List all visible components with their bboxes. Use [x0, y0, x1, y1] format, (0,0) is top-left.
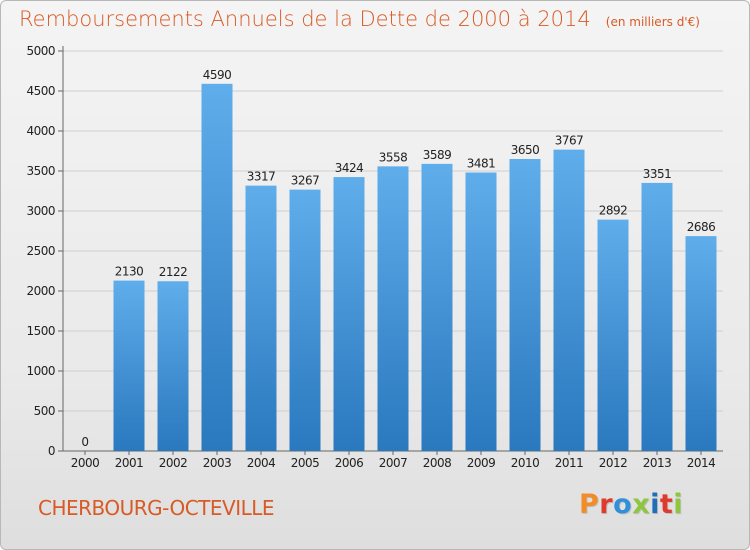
y-tick-label: 4000: [26, 124, 55, 138]
y-tick-label: 5000: [26, 44, 55, 58]
bar: [421, 163, 453, 451]
x-tick-label: 2007: [379, 456, 408, 470]
proxiti-logo: Proxiti: [579, 489, 683, 520]
x-tick-label: 2002: [159, 456, 188, 470]
data-label: 3767: [555, 134, 584, 148]
y-tick-label: 1500: [26, 324, 55, 338]
data-label: 0: [81, 435, 88, 449]
x-tick-label: 2000: [71, 456, 100, 470]
logo-letter: i: [673, 489, 684, 520]
city-name: CHERBOURG-OCTEVILLE: [38, 496, 275, 520]
logo-letter: o: [613, 489, 633, 520]
data-label: 3481: [467, 157, 496, 171]
data-label: 2122: [159, 265, 188, 279]
bar: [201, 83, 233, 452]
data-label: 3589: [423, 148, 452, 162]
y-tick-label: 4500: [26, 84, 55, 98]
y-tick-label: 0: [48, 444, 55, 458]
logo-letter: x: [632, 489, 651, 520]
y-tick-labels: 0 500 1000 1500 2000 2500 3000 3500 4000 4500 5000: [26, 44, 55, 458]
bar: [377, 166, 409, 452]
bar: [289, 189, 321, 451]
data-label: 2892: [599, 204, 628, 218]
data-label: 2686: [687, 220, 716, 234]
data-label: 4590: [203, 68, 232, 82]
x-tick-label: 2003: [203, 456, 232, 470]
x-tick-labels: 2000 2001 2002 2003 2004 2005 2006 2007 2008 2009…: [71, 456, 716, 470]
y-tick-label: 1000: [26, 364, 55, 378]
logo-letter: r: [599, 489, 614, 520]
x-tick-label: 2004: [247, 456, 276, 470]
x-tick-label: 2011: [555, 456, 584, 470]
x-tick-label: 2006: [335, 456, 364, 470]
chart-title: Remboursements Annuels de la Dette de 20…: [19, 7, 700, 31]
data-label: 2130: [115, 265, 144, 279]
bar: [597, 219, 629, 451]
logo-letter: i: [650, 489, 660, 520]
data-labels: 0 2130 2122 4590 3317 3267 3424 3558 3589 3481 365…: [81, 68, 715, 449]
y-tick-label: 3500: [26, 164, 55, 178]
data-label: 3317: [247, 170, 276, 184]
logo-letter: t: [659, 489, 674, 520]
y-tick-label: 2500: [26, 244, 55, 258]
data-label: 3351: [643, 167, 672, 181]
bar: [333, 177, 365, 451]
bars: [113, 83, 717, 452]
bar: [509, 159, 541, 451]
bar: [685, 236, 717, 451]
bar: [465, 172, 497, 451]
x-tick-label: 2013: [643, 456, 672, 470]
data-label: 3267: [291, 174, 320, 188]
bar: [553, 149, 585, 451]
y-tick-label: 500: [34, 404, 55, 418]
data-label: 3650: [511, 143, 540, 157]
chart-title-main: Remboursements Annuels de la Dette de 20…: [19, 7, 591, 31]
x-tick-label: 2014: [687, 456, 716, 470]
x-tick-label: 2001: [115, 456, 144, 470]
y-tick-label: 2000: [26, 284, 55, 298]
bar: [157, 281, 189, 451]
chart-title-unit: (en milliers d'€): [605, 15, 700, 29]
y-tick-label: 3000: [26, 204, 55, 218]
data-label: 3558: [379, 150, 408, 164]
bar: [113, 280, 145, 451]
x-tick-label: 2010: [511, 456, 540, 470]
x-tick-label: 2009: [467, 456, 496, 470]
bar: [641, 182, 673, 452]
x-tick-label: 2008: [423, 456, 452, 470]
x-tick-label: 2005: [291, 456, 320, 470]
logo-letter: P: [579, 489, 600, 520]
bar: [245, 185, 277, 451]
x-tick-label: 2012: [599, 456, 628, 470]
data-label: 3424: [335, 161, 364, 175]
